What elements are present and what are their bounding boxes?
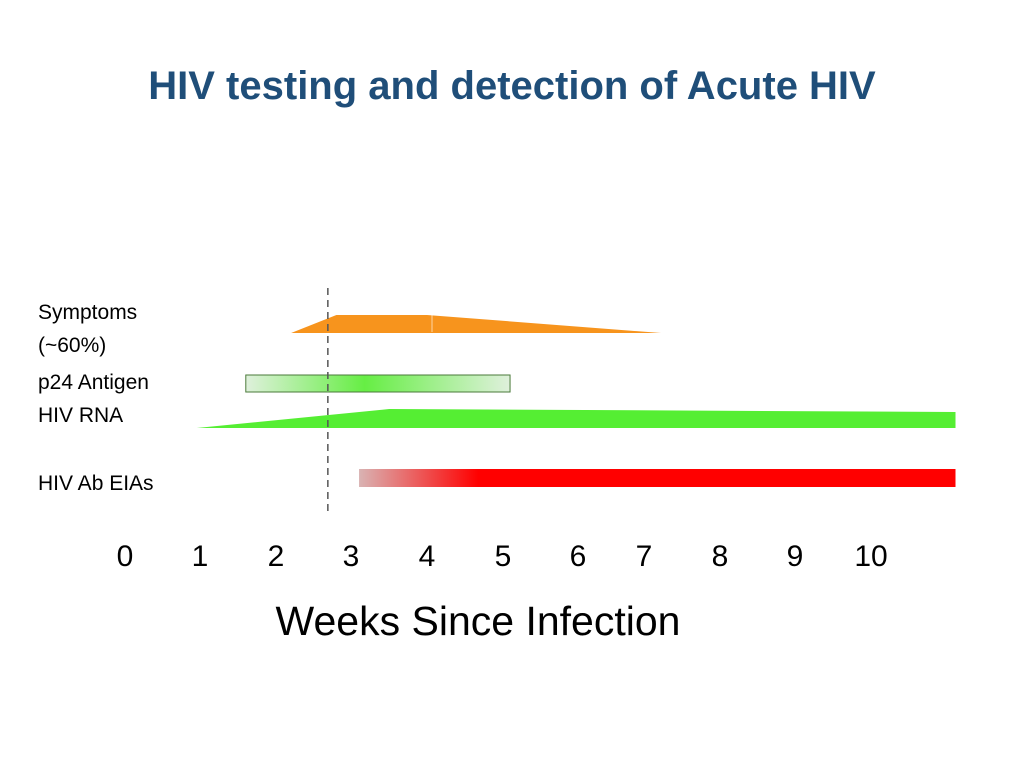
x-axis-tick-label: 10 (854, 540, 888, 573)
p24-antigen-bar (245, 374, 511, 393)
x-axis-tick-label: 5 (494, 540, 512, 573)
x-axis-tick-label: 4 (418, 540, 436, 573)
x-axis-title: Weeks Since Infection (275, 598, 681, 644)
x-axis-tick-label: 9 (786, 540, 804, 573)
x-axis-tick-label: 3 (342, 540, 360, 573)
hiv-rna-label: HIV RNA (38, 404, 124, 427)
x-axis-tick-label: 0 (116, 540, 134, 573)
hiv-ab-eias-label: HIV Ab EIAs (38, 472, 154, 495)
x-axis-tick-label: 8 (711, 540, 729, 573)
hiv-rna-bar (196, 409, 956, 428)
slide-title: HIV testing and detection of Acute HIV (148, 64, 876, 108)
symptoms-label: Symptoms (38, 301, 138, 324)
hiv-ab-eias-bar (359, 469, 956, 487)
p24-antigen-label: p24 Antigen (38, 371, 149, 394)
symptoms-percent-label: (~60%) (38, 334, 107, 357)
x-axis-tick-label: 6 (569, 540, 587, 573)
x-axis-tick-label: 1 (191, 540, 209, 573)
x-axis-tick-label: 7 (635, 540, 653, 573)
x-axis-tick-label: 2 (267, 540, 285, 573)
symptoms-bar (291, 315, 662, 333)
